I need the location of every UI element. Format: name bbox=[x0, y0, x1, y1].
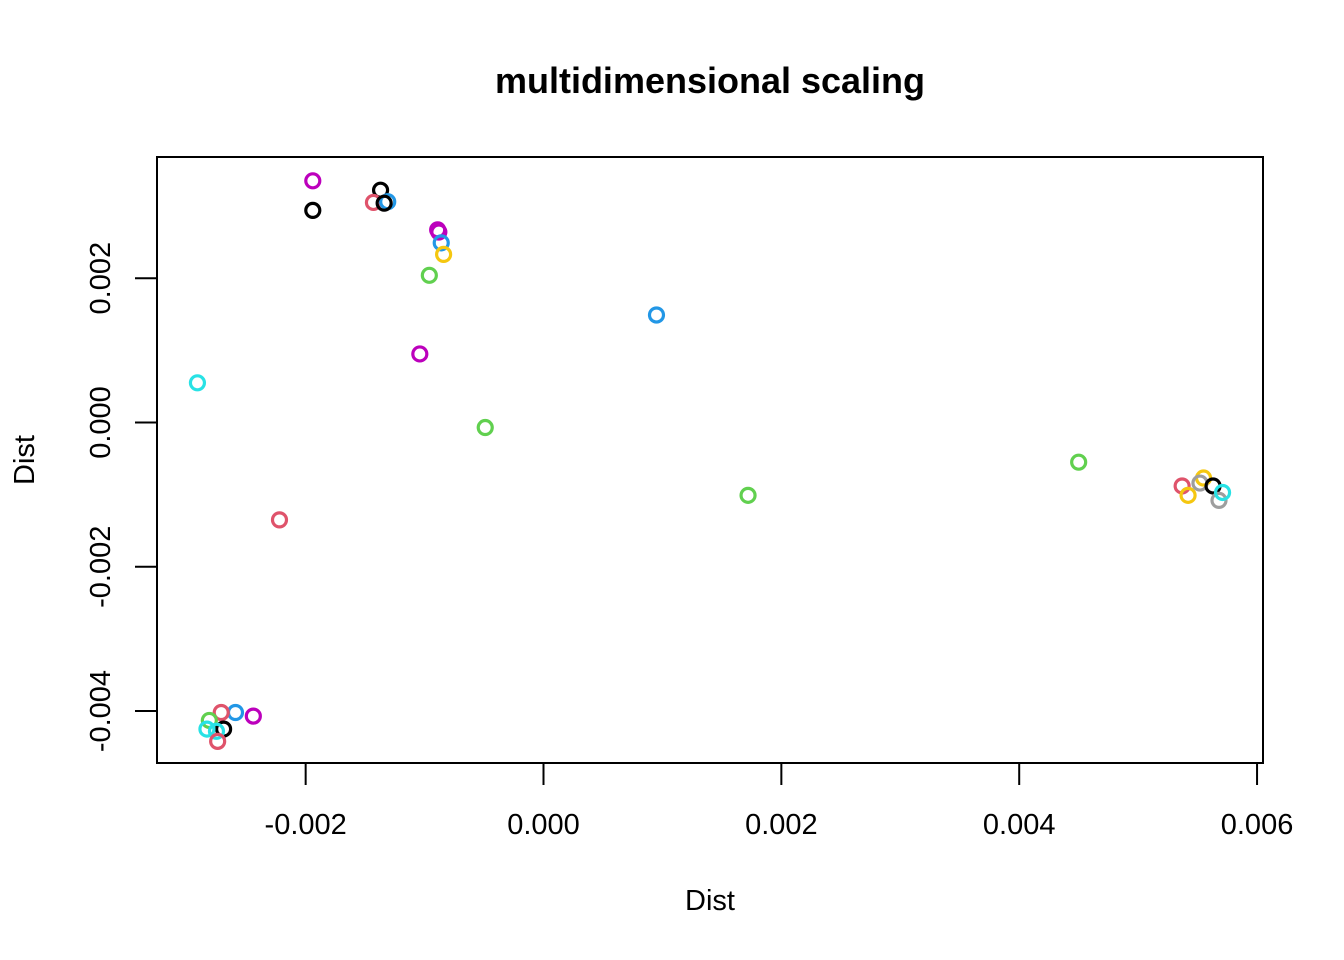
data-point bbox=[739, 486, 757, 504]
data-point bbox=[435, 245, 453, 263]
data-point bbox=[209, 732, 227, 750]
data-point bbox=[647, 306, 666, 324]
data-point bbox=[304, 201, 322, 219]
y-axis: -0.004 -0.002 0.000 0.002 bbox=[85, 242, 158, 752]
y-axis-label: Dist bbox=[9, 435, 41, 485]
data-point bbox=[270, 511, 289, 529]
data-point bbox=[1070, 453, 1088, 471]
x-tick-label: 0.002 bbox=[745, 809, 818, 841]
data-point bbox=[375, 194, 393, 212]
x-tick-label: -0.002 bbox=[265, 809, 347, 841]
data-point bbox=[432, 234, 450, 252]
y-tick-label: -0.004 bbox=[85, 670, 117, 752]
data-point bbox=[1179, 486, 1197, 504]
chart-title: multidimensional scaling bbox=[495, 60, 925, 101]
data-point bbox=[207, 722, 226, 740]
data-point bbox=[304, 172, 322, 190]
data-point bbox=[1213, 483, 1232, 502]
y-tick-label: 0.000 bbox=[85, 386, 117, 459]
data-point bbox=[1210, 491, 1228, 509]
data-point bbox=[212, 703, 230, 722]
data-points bbox=[188, 172, 1232, 750]
data-point bbox=[188, 374, 207, 392]
data-point bbox=[244, 707, 262, 725]
y-tick-label: -0.002 bbox=[85, 526, 117, 608]
x-tick-label: 0.006 bbox=[1221, 809, 1294, 841]
y-tick-label: 0.002 bbox=[85, 242, 117, 315]
data-point bbox=[411, 345, 429, 363]
data-point bbox=[198, 720, 216, 738]
data-point bbox=[420, 266, 438, 284]
plot-frame bbox=[156, 156, 1264, 764]
x-tick-label: 0.000 bbox=[507, 809, 580, 841]
x-axis-label: Dist bbox=[685, 885, 735, 917]
x-tick-label: 0.004 bbox=[983, 809, 1056, 841]
data-point bbox=[226, 703, 245, 722]
data-point bbox=[476, 418, 494, 437]
data-point bbox=[430, 223, 448, 241]
x-axis: -0.002 0.000 0.002 0.004 0.006 bbox=[265, 762, 1294, 841]
